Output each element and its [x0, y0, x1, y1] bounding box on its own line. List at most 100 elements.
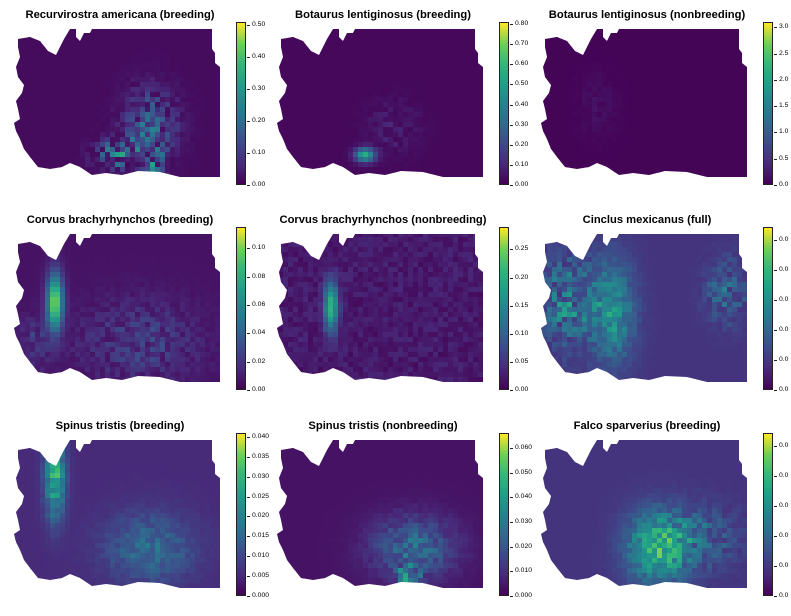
scale-tick-label: 0.0	[779, 356, 789, 364]
scale-tick	[510, 125, 513, 126]
scale-tick	[774, 330, 777, 331]
scale-tick	[774, 390, 777, 391]
scale-tick	[247, 153, 250, 154]
scale-tick-label: 0.0	[779, 562, 789, 570]
scale-tick	[774, 240, 777, 241]
scale-tick-label: 1.0	[779, 128, 788, 136]
scale-tick	[774, 106, 777, 107]
scale-tick	[774, 476, 777, 477]
scale-tick-label: 2.5	[779, 50, 788, 58]
scale-tick	[774, 596, 777, 597]
scale-tick	[510, 185, 513, 186]
scale-tick	[247, 89, 250, 90]
scale-tick	[247, 57, 250, 58]
map-title: Corvus brachyrhynchos (breeding)	[0, 214, 240, 226]
scale-tick	[510, 334, 513, 335]
scale-tick	[247, 497, 250, 498]
scale-tick-label: 0.0	[779, 442, 789, 450]
map-title: Botaurus lentiginosus (breeding)	[263, 9, 503, 21]
scale-tick	[247, 457, 250, 458]
scale-tick-label: 0.0	[779, 236, 789, 244]
scale-tick	[510, 64, 513, 65]
scale-tick-label: 0.0	[779, 592, 789, 600]
color-scale-bar	[236, 22, 246, 185]
map-title: Spinus tristis (breeding)	[0, 420, 240, 432]
washington-raster-map	[537, 27, 752, 187]
scale-tick	[247, 362, 250, 363]
scale-tick	[510, 571, 513, 572]
scale-tick	[774, 446, 777, 447]
scale-tick	[510, 596, 513, 597]
scale-tick	[774, 300, 777, 301]
scale-tick	[247, 596, 250, 597]
map-title: Cinclus mexicanus (full)	[527, 214, 767, 226]
scale-tick-label: 0.0	[779, 532, 789, 540]
scale-tick	[510, 145, 513, 146]
scale-tick	[774, 132, 777, 133]
map-title: Corvus brachyrhynchos (nonbreeding)	[263, 214, 503, 226]
scale-tick	[247, 305, 250, 306]
scale-tick	[247, 576, 250, 577]
scale-tick	[247, 248, 250, 249]
scale-tick	[510, 522, 513, 523]
color-scale-bar	[236, 433, 246, 596]
map-panel: Cinclus mexicanus (full) 0.0 0.0 0.0 0.0 0.0 0…	[527, 205, 790, 410]
scale-tick-label: 0.5	[779, 155, 788, 163]
scale-tick	[247, 333, 250, 334]
washington-raster-map	[10, 232, 225, 392]
scale-tick-label: 0.0	[779, 326, 789, 334]
color-scale-bar	[499, 22, 509, 185]
scale-tick	[510, 473, 513, 474]
scale-tick	[510, 165, 513, 166]
washington-raster-map	[10, 438, 225, 598]
scale-tick-label: 0.0	[779, 502, 789, 510]
scale-tick	[510, 105, 513, 106]
scale-tick	[774, 506, 777, 507]
washington-raster-map	[273, 438, 488, 598]
scale-tick	[510, 306, 513, 307]
scale-tick-label: 0.0	[779, 266, 789, 274]
color-scale-bar	[763, 227, 773, 390]
scale-tick-label: 0.0	[779, 296, 789, 304]
color-scale-bar	[236, 227, 246, 390]
scale-tick	[247, 516, 250, 517]
color-scale-bar	[499, 433, 509, 596]
scale-tick	[774, 185, 777, 186]
scale-tick	[510, 497, 513, 498]
scale-tick	[247, 390, 250, 391]
scale-tick	[247, 185, 250, 186]
scale-tick-label: 1.5	[779, 102, 788, 110]
scale-tick	[247, 437, 250, 438]
color-scale-bar	[763, 433, 773, 596]
scale-tick	[510, 448, 513, 449]
scale-tick	[774, 80, 777, 81]
scale-tick-label: 2.0	[779, 76, 788, 84]
scale-tick	[774, 270, 777, 271]
scale-tick	[510, 24, 513, 25]
scale-tick	[510, 44, 513, 45]
scale-tick-label: 0.0	[779, 181, 788, 189]
scale-tick	[247, 121, 250, 122]
color-scale-bar	[763, 22, 773, 185]
scale-tick-label: 0.0	[779, 386, 789, 394]
scale-tick	[510, 362, 513, 363]
scale-tick	[247, 536, 250, 537]
washington-raster-map	[10, 27, 225, 187]
washington-raster-map	[273, 27, 488, 187]
scale-tick	[247, 25, 250, 26]
scale-tick	[774, 159, 777, 160]
scale-tick	[774, 54, 777, 55]
scale-tick	[247, 277, 250, 278]
map-title: Spinus tristis (nonbreeding)	[263, 420, 503, 432]
scale-tick	[510, 249, 513, 250]
scale-tick	[510, 547, 513, 548]
scale-tick	[774, 360, 777, 361]
map-title: Recurvirostra americana (breeding)	[0, 9, 240, 21]
scale-tick	[774, 27, 777, 28]
washington-raster-map	[537, 232, 752, 392]
